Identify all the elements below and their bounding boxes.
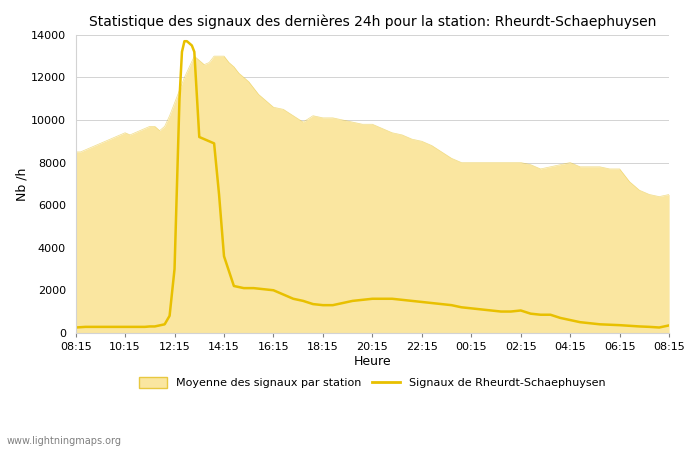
Legend: Moyenne des signaux par station, Signaux de Rheurdt-Schaephuysen: Moyenne des signaux par station, Signaux… [134, 373, 610, 393]
Y-axis label: Nb /h: Nb /h [15, 167, 28, 201]
Title: Statistique des signaux des dernières 24h pour la station: Rheurdt-Schaephuysen: Statistique des signaux des dernières 24… [89, 15, 656, 30]
X-axis label: Heure: Heure [354, 355, 391, 368]
Text: www.lightningmaps.org: www.lightningmaps.org [7, 436, 122, 446]
